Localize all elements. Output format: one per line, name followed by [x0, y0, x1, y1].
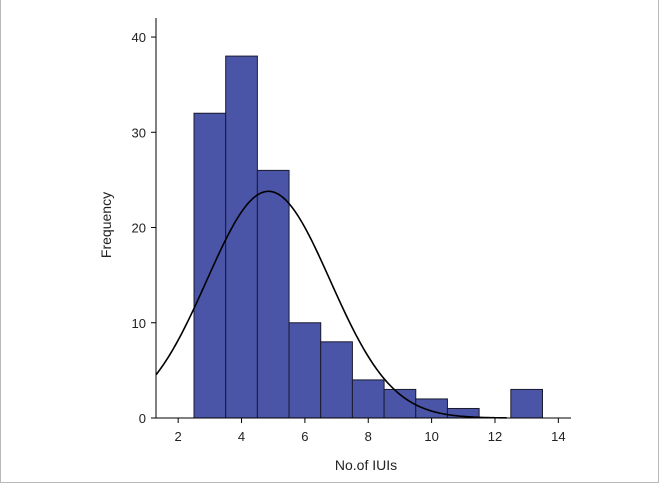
x-tick-label: 4 — [238, 429, 245, 444]
y-tick-label: 30 — [132, 125, 146, 140]
histogram-bars — [193, 55, 543, 419]
y-axis-label: Frequency — [98, 192, 114, 258]
histogram-bar — [351, 379, 385, 419]
histogram-bar — [415, 398, 448, 419]
y-tick-label: 40 — [132, 30, 146, 45]
histogram-bar — [256, 169, 290, 419]
histogram-bar — [320, 341, 353, 419]
x-tick-label: 6 — [301, 429, 308, 444]
histogram-bar — [288, 322, 322, 419]
histogram-bar — [510, 388, 543, 419]
x-tick-label: 10 — [424, 429, 438, 444]
y-tick-label: 0 — [139, 411, 146, 426]
histogram-bar — [193, 112, 227, 419]
x-axis-ticks: 2 4 6 8 10 12 14 — [175, 418, 566, 444]
y-tick-label: 20 — [132, 221, 146, 236]
normal-curve — [155, 190, 507, 419]
x-tick-label: 12 — [488, 429, 502, 444]
y-axis-ticks: 0 10 20 30 40 — [132, 30, 156, 426]
x-tick-label: 2 — [175, 429, 182, 444]
histogram-bar — [225, 55, 258, 419]
x-tick-label: 8 — [365, 429, 372, 444]
x-axis-label: No.of IUIs — [335, 457, 397, 473]
x-tick-label: 14 — [551, 429, 565, 444]
y-tick-label: 10 — [132, 316, 146, 331]
